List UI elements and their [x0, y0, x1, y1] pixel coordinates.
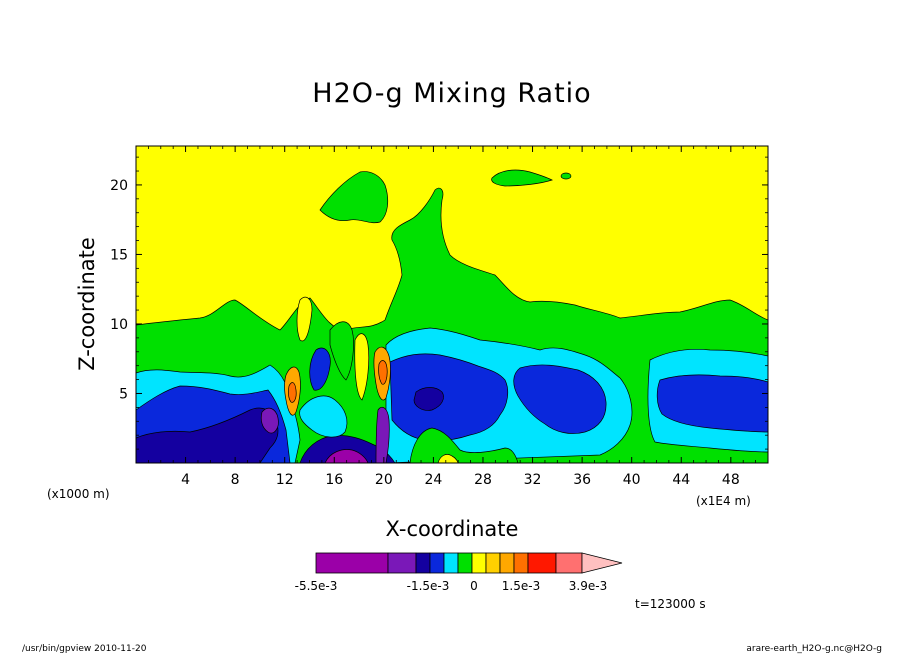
field-blue-right: [656, 374, 768, 433]
y-axis-label: Z-coordinate: [75, 237, 99, 371]
x-tick-label: 36: [573, 472, 591, 488]
field-green-bottom: [409, 427, 519, 463]
x-unit-left: (x1000 m): [47, 487, 110, 501]
colorbar-swatch: [471, 552, 487, 574]
footer-right: arare-earth_H2O-g.nc@H2O-g: [746, 644, 882, 654]
field-green-wisp: [329, 321, 354, 381]
footer-left: /usr/bin/gpview 2010-11-20: [22, 644, 147, 654]
colorbar: [315, 552, 623, 574]
colorbar-label-pos: 1.5e-3: [502, 579, 540, 593]
x-tick-label: 28: [474, 472, 492, 488]
time-label: t=123000 s: [635, 597, 706, 611]
colorbar-swatch: [387, 552, 417, 574]
x-tick-label: 32: [524, 472, 542, 488]
x-tick-label: 20: [375, 472, 393, 488]
x-tick-label: 8: [231, 472, 240, 488]
y-axis-ticks: 5 10 15 20: [110, 156, 768, 450]
plot-area: [136, 146, 768, 463]
colorbar-swatch: [485, 552, 501, 574]
x-axis-ticks: 4 8 12 16 20 24 28 32 36 40 44 48: [147, 146, 757, 488]
colorbar-swatch: [527, 552, 557, 574]
field-red-right: [378, 360, 388, 385]
x-axis-label: X-coordinate: [386, 517, 519, 541]
colorbar-label-min: -5.5e-3: [295, 579, 338, 593]
colorbar-swatch: [429, 552, 445, 574]
x-unit-right: (x1E4 m): [696, 494, 751, 508]
y-tick-label: 10: [110, 317, 128, 333]
colorbar-label-max: 3.9e-3: [569, 579, 607, 593]
colorbar-swatch: [315, 552, 389, 574]
field-purple-column: [375, 406, 390, 463]
x-tick-label: 40: [623, 472, 641, 488]
field-cyan-wisp: [299, 395, 348, 438]
field-yellow-streak-2: [296, 296, 313, 342]
x-tick-label: 24: [424, 472, 442, 488]
colorbar-swatch: [443, 552, 459, 574]
y-tick-label: 5: [119, 386, 128, 402]
colorbar-swatch: [415, 552, 431, 574]
field-purple-left: [260, 407, 279, 434]
colorbar-label-zero: 0: [470, 579, 478, 593]
field-navy-mid: [413, 387, 444, 411]
field-yellow-streak-1: [354, 333, 370, 401]
field-green-upper: [319, 171, 389, 224]
plot-frame: [135, 145, 769, 464]
field-green-dot: [560, 172, 572, 180]
x-tick-label: 16: [325, 472, 343, 488]
colorbar-swatch: [555, 552, 583, 574]
colorbar-swatch: [513, 552, 529, 574]
colorbar-arrow: [581, 552, 623, 574]
field-red-left: [288, 382, 297, 403]
y-tick-label: 20: [110, 178, 128, 194]
x-tick-label: 44: [672, 472, 690, 488]
x-tick-label: 4: [181, 472, 190, 488]
field-navy-left: [136, 407, 279, 463]
colorbar-swatch: [499, 552, 515, 574]
field-blue-mid2: [513, 364, 607, 434]
field-yellow-bottom: [437, 454, 459, 463]
field-purple-bottom: [324, 449, 369, 463]
field-green-cloud: [491, 169, 553, 187]
colorbar-swatch: [457, 552, 473, 574]
x-tick-label: 48: [722, 472, 740, 488]
x-tick-label: 12: [276, 472, 294, 488]
chart-title: H2O-g Mixing Ratio: [312, 78, 591, 109]
colorbar-label-neg: -1.5e-3: [407, 579, 450, 593]
field-blue-wisp: [309, 347, 331, 391]
y-tick-label: 15: [110, 247, 128, 263]
